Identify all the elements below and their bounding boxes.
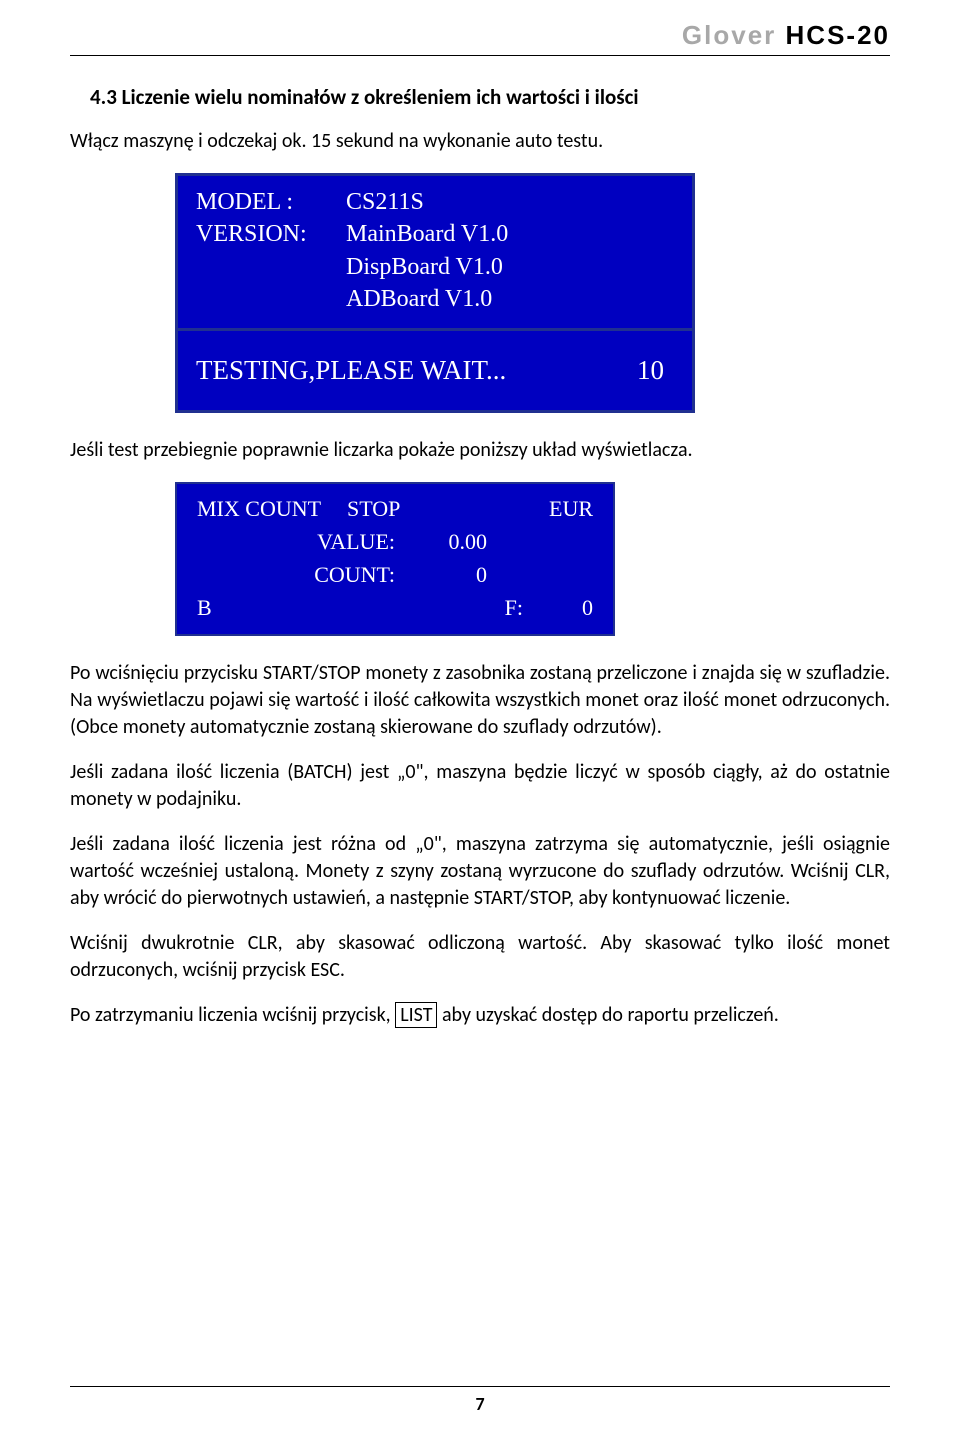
para-3: Jeśli zadana ilość liczenia jest różna o… [70, 831, 890, 912]
boot-screen: MODEL : CS211S VERSION: MainBoard V1.0 D… [175, 173, 695, 413]
f-val: 0 [553, 591, 593, 624]
para5-pre: Po zatrzymaniu liczenia wciśnij przycisk… [70, 1003, 395, 1027]
currency-label: EUR [467, 492, 593, 525]
version-label: VERSION: [196, 218, 346, 250]
section-heading: 4.3 Liczenie wielu nominałów z określeni… [70, 84, 890, 110]
boot-screen-lower: TESTING,PLEASE WAIT... 10 [178, 331, 692, 410]
header-rule [70, 55, 890, 56]
version-line-2: ADBoard V1.0 [346, 283, 492, 315]
count-val: 0 [407, 558, 487, 591]
version-line-0: MainBoard V1.0 [346, 218, 674, 250]
intro-text: Włącz maszynę i odczekaj ok. 15 sekund n… [70, 128, 890, 155]
testing-value: 10 [637, 355, 664, 386]
para-2: Jeśli zadana ilość liczenia (BATCH) jest… [70, 759, 890, 813]
testing-text: TESTING,PLEASE WAIT... [196, 355, 506, 386]
para-1: Po wciśnięciu przycisku START/STOP monet… [70, 660, 890, 741]
boot-screen-upper: MODEL : CS211S VERSION: MainBoard V1.0 D… [178, 176, 692, 331]
f-label: F: [257, 591, 553, 624]
brand-gray: Glover [682, 20, 786, 50]
after-screen1-text: Jeśli test przebiegnie poprawnie liczark… [70, 437, 890, 464]
stop-label: STOP [347, 492, 467, 525]
mix-count-label: MIX COUNT [197, 492, 347, 525]
model-value: CS211S [346, 186, 674, 218]
page-number: 7 [0, 1393, 960, 1415]
brand-header: Glover HCS-20 [70, 20, 890, 51]
count-label: COUNT: [197, 558, 407, 591]
model-label: MODEL : [196, 186, 346, 218]
para5-post: aby uzyskać dostęp do raportu przeliczeń… [437, 1003, 778, 1027]
value-val: 0.00 [407, 525, 487, 558]
footer-rule [70, 1386, 890, 1387]
version-line-1: DispBoard V1.0 [346, 251, 503, 283]
list-key-box: LIST [395, 1002, 437, 1028]
brand-black: HCS-20 [786, 20, 890, 50]
value-label: VALUE: [197, 525, 407, 558]
para-4: Wciśnij dwukrotnie CLR, aby skasować odl… [70, 930, 890, 984]
b-label: B [197, 591, 257, 624]
para-5: Po zatrzymaniu liczenia wciśnij przycisk… [70, 1002, 890, 1029]
count-screen: MIX COUNT STOP EUR VALUE: 0.00 COUNT: 0 … [175, 482, 615, 636]
